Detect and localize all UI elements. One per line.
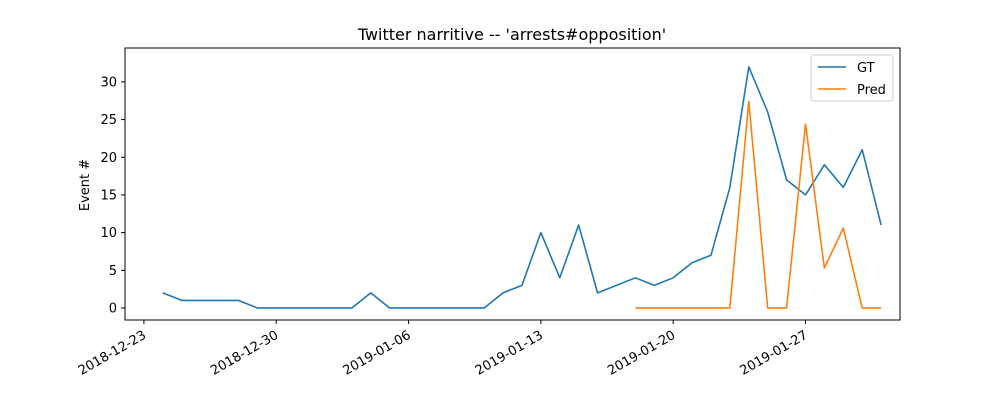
- x-tick-label: 2019-01-06: [341, 328, 414, 379]
- series-line-gt: [162, 66, 882, 309]
- y-tick-label: 20: [100, 151, 117, 166]
- legend-label-gt: GT: [857, 61, 875, 76]
- series-line-pred: [635, 100, 882, 309]
- y-tick-label: 25: [100, 113, 117, 128]
- y-tick-label: 0: [109, 301, 117, 316]
- x-tick-label: 2018-12-30: [208, 328, 281, 379]
- y-tick-label: 5: [109, 264, 117, 279]
- x-tick-label: 2019-01-20: [605, 328, 678, 379]
- x-tick-label: 2019-01-27: [738, 328, 811, 379]
- x-tick-label: 2019-01-13: [473, 328, 546, 379]
- plot-frame: [124, 47, 901, 321]
- legend: GT Pred: [810, 54, 894, 102]
- y-tick-label: 15: [100, 188, 117, 203]
- y-tick-label: 30: [100, 75, 117, 90]
- chart-title: Twitter narritive -- 'arrests#opposition…: [357, 25, 666, 44]
- plot-marks: 0 5 10 15 20 25 30 2018-12-23 2018-12-30 2019-01-…: [76, 66, 882, 379]
- y-axis-label: Event #: [78, 159, 93, 211]
- y-tick-label: 10: [100, 226, 117, 241]
- legend-label-pred: Pred: [857, 83, 886, 98]
- x-tick-label: 2018-12-23: [76, 328, 149, 379]
